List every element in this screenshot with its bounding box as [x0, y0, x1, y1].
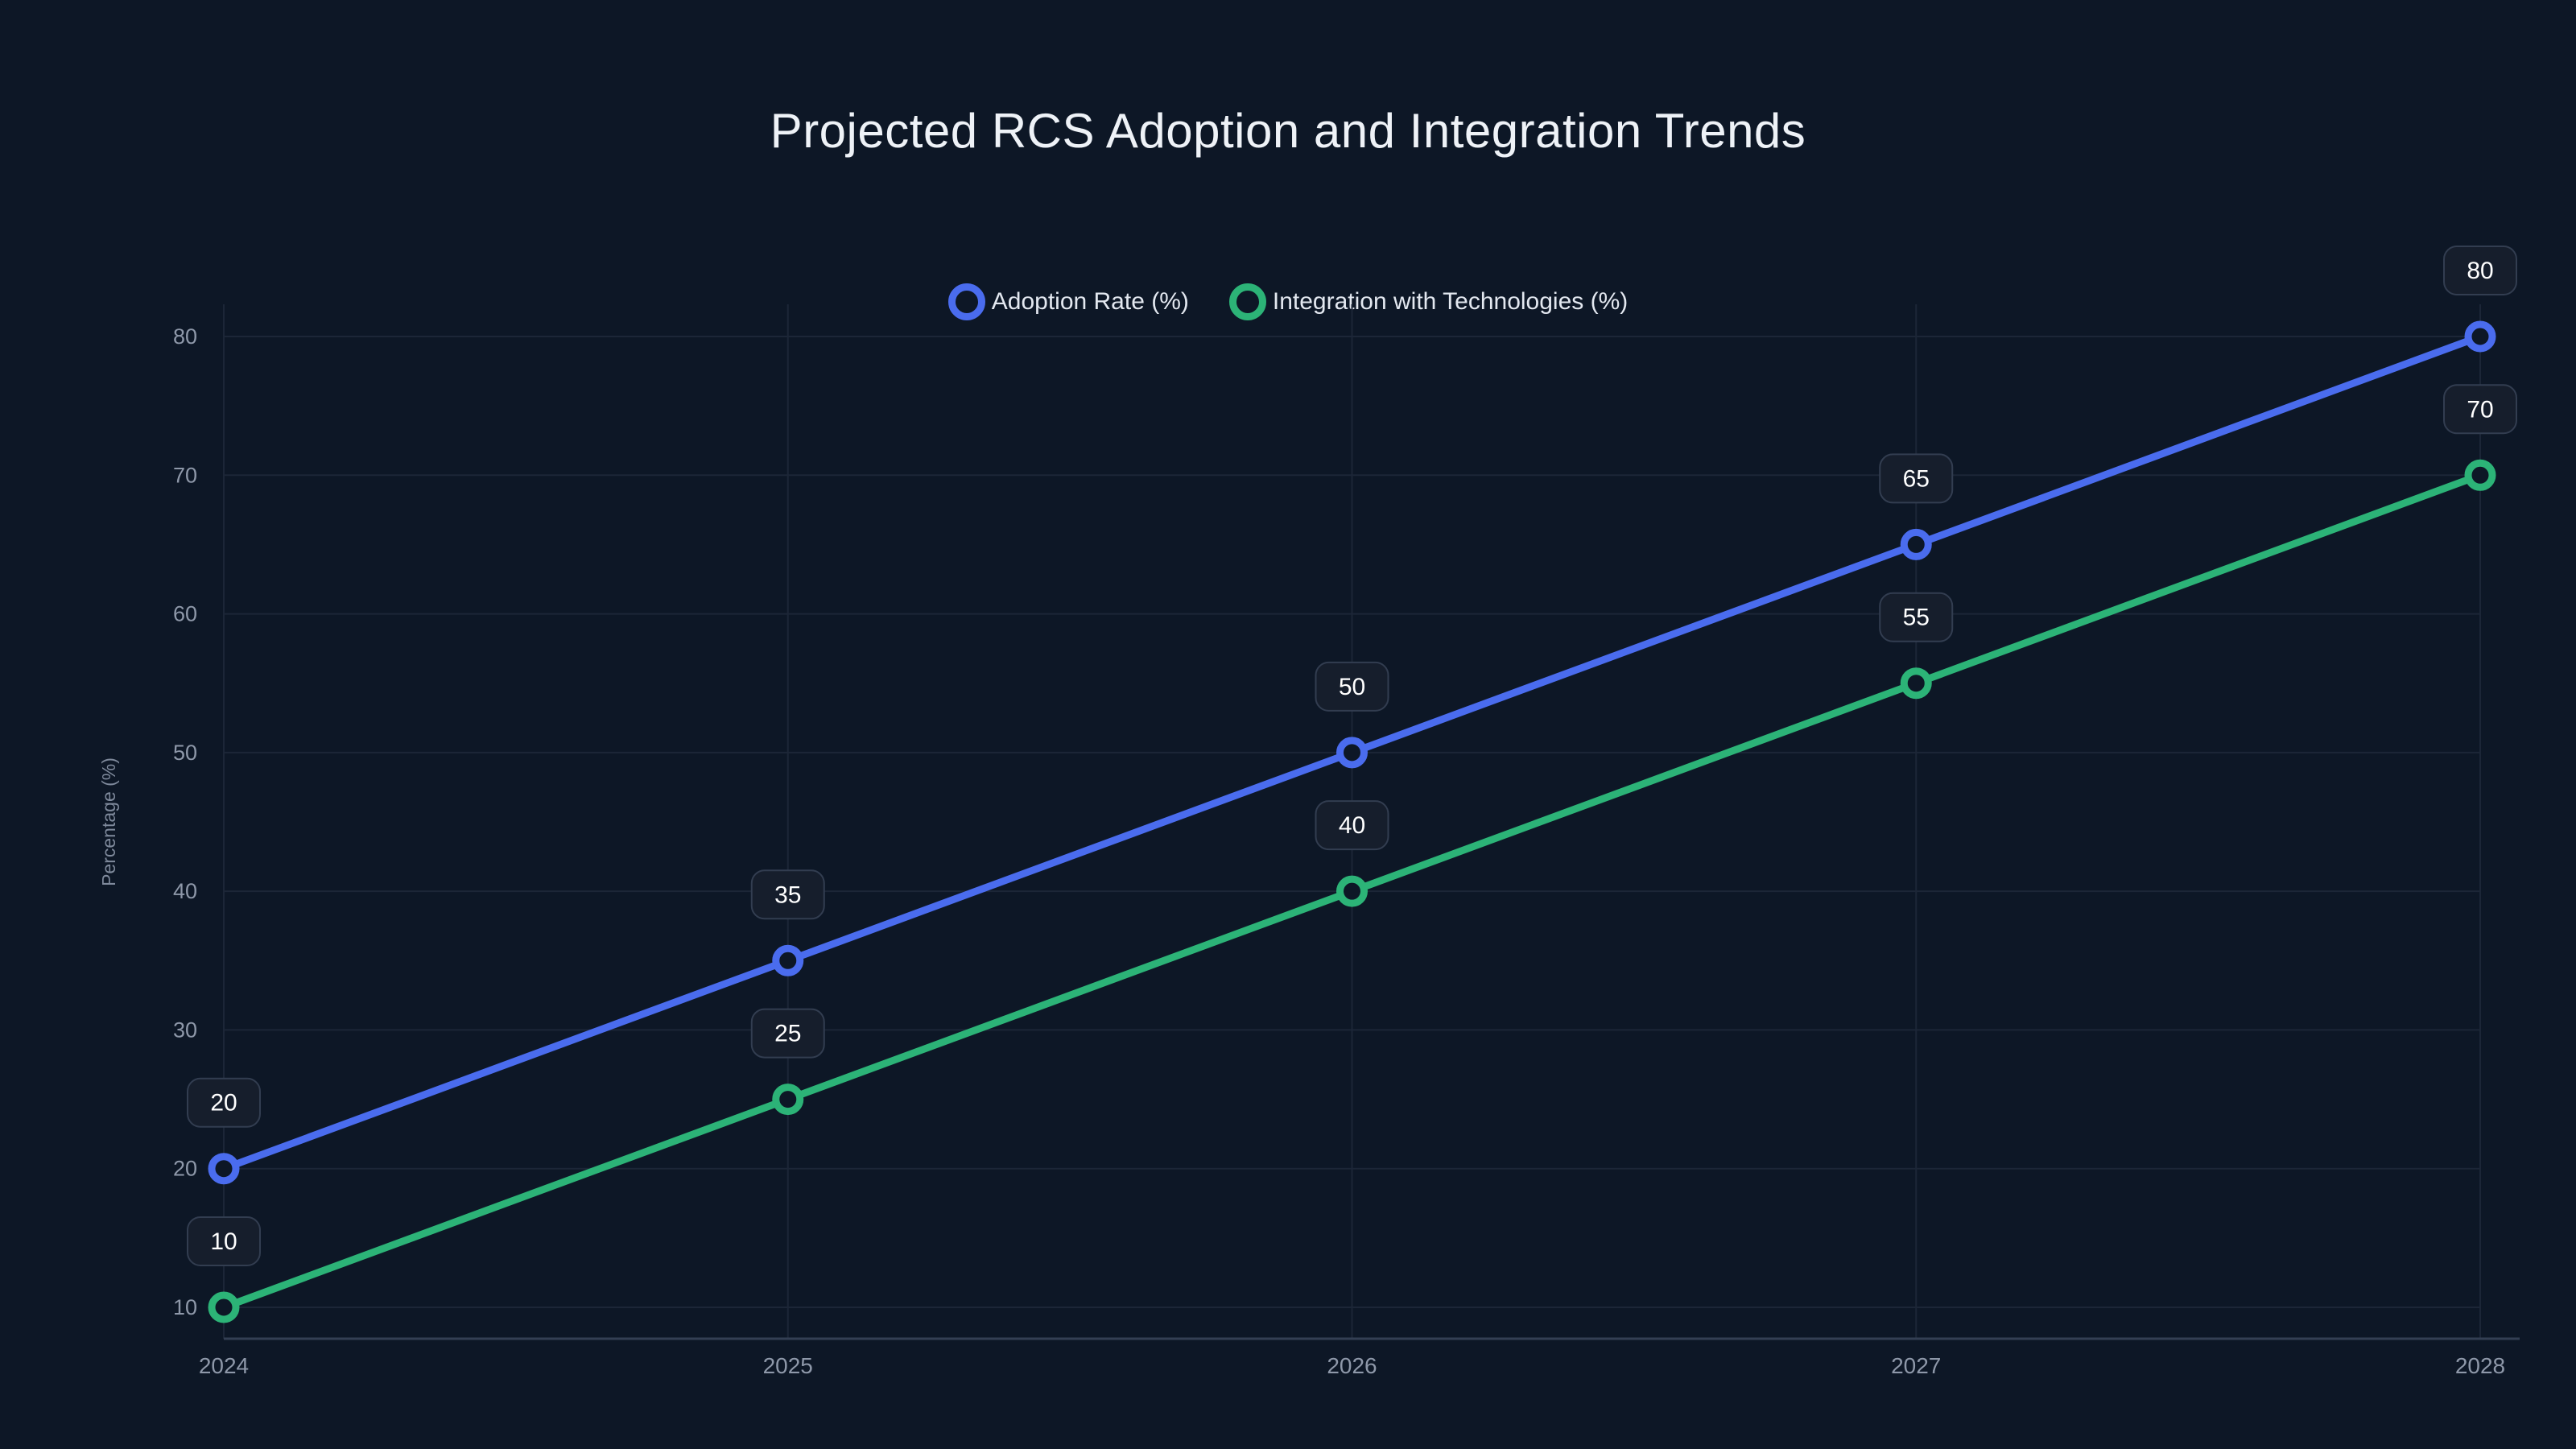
y-axis-title: Percentage (%)	[98, 758, 119, 886]
data-point[interactable]	[2464, 459, 2496, 491]
point-label-value: 70	[2467, 396, 2493, 423]
x-tick-label: 2028	[2455, 1353, 2505, 1378]
point-label-value: 20	[210, 1090, 237, 1117]
point-label: 50	[1315, 661, 1389, 712]
legend-marker-circle-icon	[1228, 283, 1266, 320]
data-point[interactable]	[772, 1084, 804, 1116]
point-label-badge	[750, 869, 825, 920]
data-point[interactable]	[772, 944, 804, 976]
point-label-value: 50	[1339, 674, 1365, 700]
y-tick-label: 30	[173, 1018, 197, 1042]
point-label-value: 55	[1903, 605, 1930, 631]
point-label: 40	[1315, 800, 1389, 851]
point-label: 25	[750, 1008, 825, 1059]
point-label: 80	[2443, 246, 2517, 295]
y-tick-label: 70	[173, 463, 197, 487]
point-label-badge	[187, 1077, 261, 1128]
point-label: 10	[187, 1216, 261, 1266]
y-tick-label: 50	[173, 741, 197, 765]
x-tick-label: 2025	[763, 1353, 813, 1378]
y-tick-label: 80	[173, 324, 197, 349]
legend-item-integration[interactable]: Integration with Technologies (%)	[1228, 283, 1629, 320]
y-tick-label: 20	[173, 1157, 197, 1181]
point-label: 70	[2443, 384, 2517, 435]
point-label: 35	[750, 869, 825, 920]
y-tick-label: 10	[173, 1295, 197, 1319]
point-label: 65	[1879, 453, 1954, 504]
point-label-badge	[2443, 384, 2517, 435]
point-label-badge	[1315, 800, 1389, 851]
series-layer	[208, 320, 2496, 1323]
point-label: 55	[1879, 592, 1954, 642]
data-point[interactable]	[1900, 528, 1932, 560]
point-label-badge	[1879, 453, 1954, 504]
point-label-value: 80	[2467, 258, 2493, 284]
point-labels-layer: 20 35 50 65 80 10 25 40 55 70	[187, 246, 2517, 1266]
data-point[interactable]	[1336, 737, 1368, 769]
point-label-value: 40	[1339, 812, 1365, 839]
x-tick-label: 2024	[199, 1353, 249, 1378]
point-label-value: 10	[210, 1228, 237, 1255]
legend-item-adoption-rate[interactable]: Adoption Rate (%)	[947, 283, 1189, 320]
point-label-badge	[750, 1008, 825, 1059]
legend-marker-circle-icon	[947, 283, 985, 320]
point-label: 20	[187, 1077, 261, 1128]
y-tick-label: 60	[173, 602, 197, 626]
point-label-value: 35	[774, 881, 801, 908]
point-label-badge	[187, 1216, 261, 1266]
point-label-value: 25	[774, 1021, 801, 1047]
point-label-badge	[2443, 246, 2517, 295]
x-tick-label: 2026	[1327, 1353, 1377, 1378]
data-point[interactable]	[208, 1291, 240, 1323]
y-tick-label: 40	[173, 879, 197, 903]
x-tick-label: 2027	[1891, 1353, 1941, 1378]
point-label-value: 65	[1903, 465, 1930, 492]
data-point[interactable]	[1900, 667, 1932, 700]
data-point[interactable]	[2464, 320, 2496, 353]
point-label-badge	[1315, 661, 1389, 712]
legend-label: Integration with Technologies (%)	[1272, 288, 1629, 315]
point-label-badge	[1879, 592, 1954, 642]
chart-title: Projected RCS Adoption and Integration T…	[770, 104, 1806, 158]
legend-label: Adoption Rate (%)	[991, 288, 1189, 315]
data-point[interactable]	[208, 1153, 240, 1185]
legend: Adoption Rate (%) Integration with Techn…	[0, 283, 2576, 320]
data-point[interactable]	[1336, 875, 1368, 907]
